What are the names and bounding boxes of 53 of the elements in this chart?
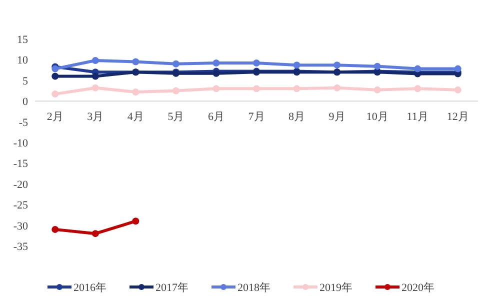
point <box>92 57 99 64</box>
point <box>52 72 59 80</box>
y-tick-label: 5 <box>22 75 28 88</box>
x-tick-label: 3月 <box>87 111 104 124</box>
y-tick-label: 10 <box>17 54 28 67</box>
point <box>374 86 381 94</box>
y-tick-label: -15 <box>13 158 28 170</box>
x-tick-label: 5月 <box>168 111 184 124</box>
point <box>212 85 220 92</box>
point <box>454 86 462 94</box>
point <box>172 87 180 94</box>
point <box>253 85 260 92</box>
x-tick-label: 11月 <box>406 111 428 124</box>
point <box>132 58 140 66</box>
point <box>132 88 140 96</box>
legend-label: 2020年 <box>402 282 434 294</box>
x-tick-label: 6月 <box>208 111 224 124</box>
point <box>414 85 422 92</box>
point <box>374 62 381 70</box>
y-tick-label: -25 <box>13 200 28 212</box>
y-tick-label: 0 <box>22 96 28 108</box>
x-tick-label: 7月 <box>248 111 265 124</box>
legend-label: 2018年 <box>238 282 270 294</box>
point <box>334 84 341 92</box>
x-tick-label: 8月 <box>288 111 306 124</box>
x-tick-label: 2月 <box>46 111 64 124</box>
legend-label: 2016年 <box>74 282 106 294</box>
point <box>92 84 99 92</box>
point <box>293 85 300 92</box>
point <box>172 60 180 68</box>
point <box>414 65 422 72</box>
point <box>52 226 59 233</box>
x-tick-label: 12月 <box>446 111 469 124</box>
legend-label: 2017年 <box>156 282 188 294</box>
point <box>454 65 462 72</box>
y-tick-label: -20 <box>13 178 28 191</box>
x-tick-label: 4月 <box>127 111 144 124</box>
x-tick-label: 9月 <box>328 111 346 124</box>
point <box>293 62 300 69</box>
point <box>132 218 140 225</box>
x-tick-label: 10月 <box>366 111 388 124</box>
point <box>253 60 260 67</box>
y-tick-label: -10 <box>13 138 28 150</box>
y-tick-label: -35 <box>13 241 28 253</box>
y-tick-label: -30 <box>13 220 28 232</box>
point <box>212 60 220 67</box>
point <box>52 90 59 98</box>
point <box>92 72 99 80</box>
y-tick-label: 15 <box>17 34 28 46</box>
point <box>92 230 99 238</box>
point <box>334 62 341 69</box>
y-tick-label: -5 <box>18 116 28 129</box>
legend-label: 2019年 <box>320 282 352 294</box>
